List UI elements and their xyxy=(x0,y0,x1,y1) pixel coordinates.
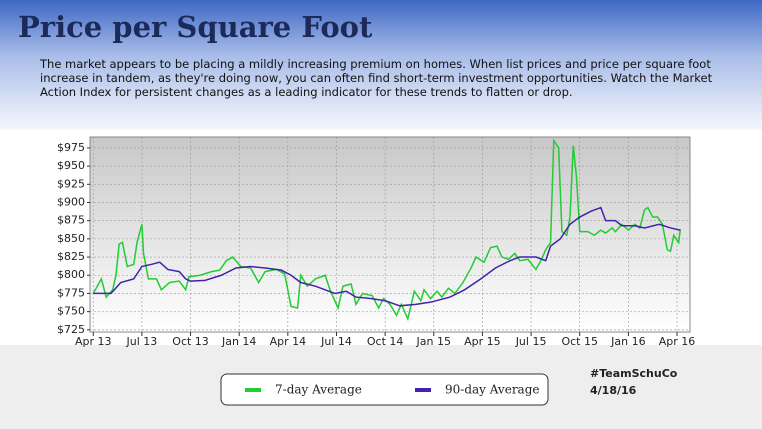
x-tick-label: Jan 14 xyxy=(221,335,256,348)
x-tick-label: Apr 14 xyxy=(270,335,307,348)
x-tick-label: Jul 13 xyxy=(126,335,158,348)
description: The market appears to be placing a mildl… xyxy=(40,57,713,99)
y-tick-label: $775 xyxy=(57,286,85,299)
x-tick-label: Oct 13 xyxy=(172,335,209,348)
legend-box xyxy=(220,373,549,406)
x-tick-label: Apr 15 xyxy=(464,335,501,348)
y-tick-label: $800 xyxy=(57,268,85,281)
x-tick-label: Apr 13 xyxy=(75,335,112,348)
legend-label: 7-day Average xyxy=(275,383,362,397)
x-tick-label: Jan 15 xyxy=(416,335,451,348)
x-tick-label: Apr 16 xyxy=(659,335,696,348)
legend-label: 90-day Average xyxy=(445,383,540,397)
y-tick-label: $925 xyxy=(57,177,85,190)
series-line xyxy=(93,206,681,307)
header-band xyxy=(0,0,762,140)
y-tick-label: $750 xyxy=(57,305,85,318)
y-tick-label: $950 xyxy=(57,159,85,172)
x-tick-label: Jul 14 xyxy=(320,335,352,348)
x-tick-label: Jul 15 xyxy=(515,335,547,348)
x-tick-label: Oct 15 xyxy=(561,335,598,348)
y-tick-label: $850 xyxy=(57,232,85,245)
x-tick-label: Oct 14 xyxy=(367,335,404,348)
y-tick-label: $725 xyxy=(57,323,85,336)
y-tick-label: $875 xyxy=(57,214,85,227)
tag: #TeamSchuCo xyxy=(590,367,678,380)
series-line xyxy=(92,138,682,322)
plot-area xyxy=(89,136,691,333)
title: Price per Square Foot xyxy=(18,10,373,44)
y-tick-label: $900 xyxy=(57,195,85,208)
x-tick-label: Jan 16 xyxy=(610,335,645,348)
date: 4/18/16 xyxy=(590,384,637,397)
y-tick-label: $975 xyxy=(57,141,85,154)
y-tick-label: $825 xyxy=(57,250,85,263)
